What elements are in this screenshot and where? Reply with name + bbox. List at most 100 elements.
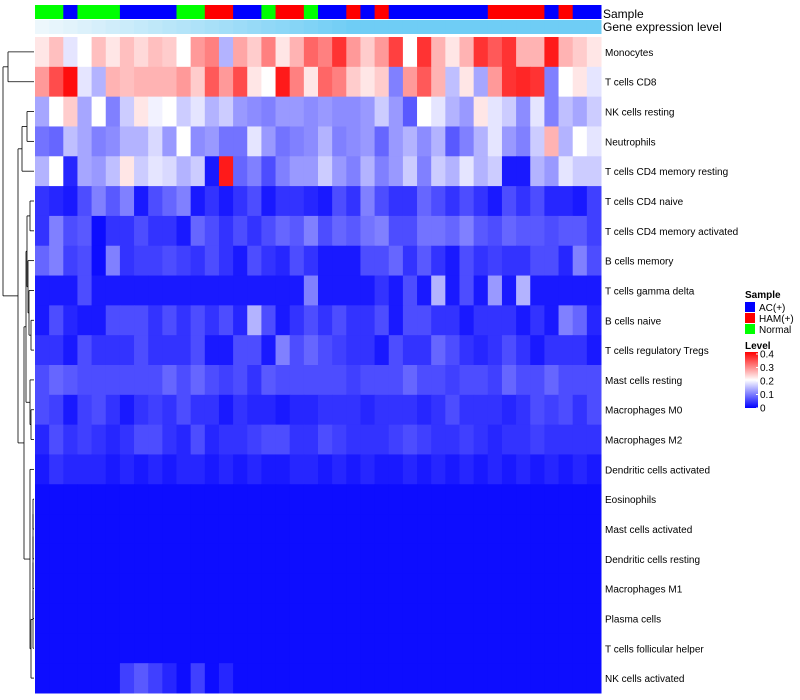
heatmap-cell	[49, 66, 64, 98]
heatmap-cell	[261, 186, 277, 217]
sample-cell	[544, 5, 560, 19]
heatmap-cell	[35, 365, 50, 396]
heatmap-cell	[218, 514, 234, 545]
heatmap-cell	[303, 335, 319, 366]
heatmap-cell	[360, 245, 376, 277]
heatmap-cell	[275, 126, 291, 157]
heatmap-cell	[487, 454, 503, 485]
heatmap-cell	[49, 454, 64, 485]
heatmap-cell	[360, 186, 376, 217]
heatmap-cell	[162, 543, 177, 575]
heatmap-cell	[586, 96, 602, 127]
heatmap-cell	[346, 215, 361, 247]
heatmap-cell	[459, 514, 475, 545]
heatmap-cell	[105, 663, 121, 694]
heatmap-cell	[388, 305, 404, 336]
heatmap-cell	[402, 305, 418, 336]
heatmap-cell	[261, 424, 277, 455]
heatmap-cell	[487, 543, 503, 575]
heatmap-cell	[77, 126, 93, 157]
heatmap-cell	[360, 543, 376, 575]
sample-cell	[473, 5, 489, 19]
heatmap-cell	[77, 37, 93, 68]
heatmap-cell	[35, 156, 50, 187]
heatmap-cell	[516, 96, 531, 127]
heatmap-cell	[247, 663, 262, 694]
expression-cell	[544, 20, 560, 34]
heatmap-cell	[402, 275, 418, 306]
heatmap-cell	[119, 275, 135, 306]
heatmap-cell	[176, 245, 192, 277]
heatmap-cell	[360, 663, 376, 694]
heatmap-cell	[148, 663, 163, 694]
expression-cell	[473, 20, 489, 34]
heatmap-cell	[544, 424, 560, 455]
heatmap-cell	[261, 37, 277, 68]
heatmap-cell	[134, 96, 149, 127]
heatmap-cell	[431, 96, 446, 127]
heatmap-cell	[105, 156, 121, 187]
heatmap-cell	[119, 245, 135, 277]
heatmap-cell	[275, 156, 291, 187]
heatmap-cell	[247, 603, 262, 634]
heatmap-cell	[134, 156, 149, 187]
heatmap-cell	[49, 484, 64, 515]
heatmap-cell	[572, 335, 588, 366]
heatmap-cell	[374, 663, 390, 694]
heatmap-cell	[530, 573, 545, 605]
heatmap-cell	[586, 454, 602, 485]
heatmap-cell	[402, 484, 418, 515]
heatmap-cell	[247, 573, 262, 605]
heatmap-cell	[501, 424, 517, 455]
heatmap-cell	[119, 305, 135, 336]
heatmap-cell	[402, 514, 418, 545]
heatmap-cell	[91, 573, 107, 605]
heatmap-cell	[190, 275, 206, 306]
heatmap-cell	[162, 186, 177, 217]
heatmap-cell	[289, 126, 305, 157]
expression-cell	[530, 20, 545, 34]
heatmap-cell	[233, 156, 248, 187]
heatmap-cell	[49, 514, 64, 545]
expression-cell	[459, 20, 475, 34]
heatmap-cell	[261, 603, 277, 634]
heatmap-cell	[586, 186, 602, 217]
heatmap-cell	[516, 603, 531, 634]
heatmap-cell	[501, 156, 517, 187]
heatmap-cell	[63, 245, 78, 277]
heatmap-cell	[162, 424, 177, 455]
heatmap-cell	[346, 663, 361, 694]
heatmap-cell	[190, 514, 206, 545]
heatmap-cell	[218, 633, 234, 664]
heatmap-cell	[261, 96, 277, 127]
heatmap-cell	[445, 573, 460, 605]
sample-cell	[148, 5, 163, 19]
heatmap-cell	[360, 215, 376, 247]
heatmap-cell	[360, 305, 376, 336]
sample-cell	[318, 5, 333, 19]
heatmap-cell	[176, 573, 192, 605]
heatmap-cell	[162, 66, 177, 98]
heatmap-cell	[77, 573, 93, 605]
heatmap-cell	[346, 573, 361, 605]
heatmap-cell	[247, 514, 262, 545]
heatmap-cell	[176, 543, 192, 575]
heatmap-cell	[431, 66, 446, 98]
heatmap-cell	[218, 37, 234, 68]
row-label: Mast cells resting	[605, 376, 682, 387]
heatmap-cell	[91, 305, 107, 336]
heatmap-cell	[35, 335, 50, 366]
row-label: B cells memory	[605, 257, 673, 268]
heatmap-cell	[459, 186, 475, 217]
heatmap-cell	[572, 275, 588, 306]
heatmap-cell	[572, 66, 588, 98]
heatmap-cell	[530, 335, 545, 366]
heatmap-cell	[218, 603, 234, 634]
heatmap-cell	[558, 275, 574, 306]
heatmap-cell	[417, 454, 432, 485]
legend-sample-title: Sample	[745, 290, 781, 301]
heatmap-cell	[275, 245, 291, 277]
heatmap-cell	[501, 126, 517, 157]
row-label: B cells naive	[605, 316, 662, 327]
heatmap-cell	[218, 484, 234, 515]
